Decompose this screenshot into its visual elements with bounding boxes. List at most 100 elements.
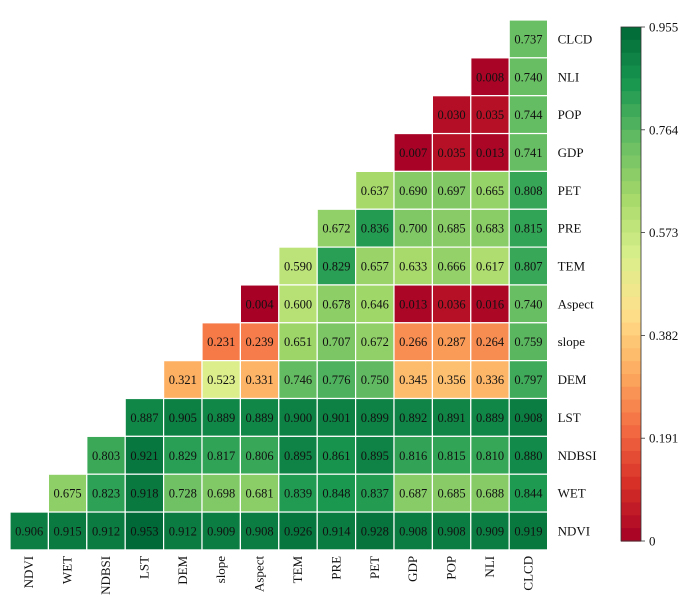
cell-value-label: 0.740 xyxy=(514,297,542,311)
heatmap-cell xyxy=(124,473,165,513)
cell-value-label: 0.266 xyxy=(399,335,427,349)
cell-value-label: 0.657 xyxy=(361,260,389,274)
cell-value-label: 0.231 xyxy=(207,335,235,349)
colorbar-segment xyxy=(621,245,641,259)
cell-value-label: 0.905 xyxy=(169,411,197,425)
cell-value-label: 0.239 xyxy=(246,335,274,349)
colorbar-segment xyxy=(621,335,641,349)
cell-value-label: 0.906 xyxy=(15,524,43,538)
cell-value-label: 0.908 xyxy=(438,524,466,538)
heatmap-cell xyxy=(470,511,510,551)
heatmap-cell xyxy=(508,473,549,513)
heatmap-cell xyxy=(508,208,549,248)
cell-value-label: 0.839 xyxy=(284,487,312,501)
cell-value-label: 0.675 xyxy=(54,487,82,501)
cell-value-label: 0.600 xyxy=(284,297,312,311)
heatmap-cell xyxy=(470,208,510,248)
colorbar-segment xyxy=(621,309,641,324)
heatmap-cell xyxy=(163,511,203,551)
colorbar-segment xyxy=(621,91,641,105)
column-label: CLCD xyxy=(520,556,535,591)
row-label: DEM xyxy=(558,372,587,387)
cell-value-label: 0.803 xyxy=(92,449,120,463)
cell-value-label: 0.887 xyxy=(130,411,158,425)
cell-value-label: 0.035 xyxy=(476,108,504,122)
heatmap-cell xyxy=(355,435,395,475)
colorbar-segment xyxy=(621,489,641,504)
cell-value-label: 0.666 xyxy=(438,260,466,274)
heatmap-cell xyxy=(508,19,549,59)
cell-value-label: 0.651 xyxy=(284,335,312,349)
column-label: NDBSI xyxy=(98,556,113,595)
cell-value-label: 0.746 xyxy=(284,373,312,387)
heatmap-cell xyxy=(47,473,88,513)
heatmap-cell xyxy=(508,435,549,475)
cell-value-label: 0.914 xyxy=(322,524,351,538)
colorbar-frame xyxy=(620,26,642,542)
heatmap-cell xyxy=(124,511,165,551)
colorbar-tick-label: 0.382 xyxy=(649,328,678,343)
heatmap-cell xyxy=(201,360,242,400)
column-label: PET xyxy=(367,556,382,579)
heatmap-cell xyxy=(86,435,126,475)
cell-value-label: 0.264 xyxy=(476,335,505,349)
heatmap-cell xyxy=(278,511,318,551)
colorbar-segment xyxy=(621,528,641,542)
column-label: LST xyxy=(136,556,151,579)
heatmap-cell xyxy=(470,360,510,400)
cell-value-label: 0.901 xyxy=(322,411,350,425)
cell-value-label: 0.741 xyxy=(514,146,542,160)
cell-value-label: 0.707 xyxy=(322,335,350,349)
row-label: GDP xyxy=(558,145,584,160)
cell-value-label: 0.672 xyxy=(361,335,389,349)
cell-value-label: 0.908 xyxy=(246,524,274,538)
cell-value-label: 0.908 xyxy=(399,524,427,538)
heatmap-cell xyxy=(278,360,318,400)
row-label: PRE xyxy=(558,221,582,236)
cell-value-label: 0.918 xyxy=(130,487,158,501)
cell-value-label: 0.007 xyxy=(399,146,427,160)
cell-value-label: 0.776 xyxy=(322,373,350,387)
row-label: WET xyxy=(558,486,586,501)
heatmap-cell xyxy=(431,208,472,248)
colorbar-segment xyxy=(621,373,641,388)
heatmap-cell xyxy=(163,473,203,513)
colorbar-segment xyxy=(621,27,641,41)
colorbar-segment xyxy=(621,65,641,79)
heatmap-cell xyxy=(316,397,357,437)
colorbar-segment xyxy=(621,412,641,426)
heatmap-cell xyxy=(393,473,434,513)
cell-value-label: 0.646 xyxy=(361,297,389,311)
heatmap-cell xyxy=(431,132,472,173)
cell-value-label: 0.823 xyxy=(92,487,120,501)
heatmap-cell xyxy=(316,435,357,475)
cell-value-label: 0.737 xyxy=(514,32,542,46)
cell-value-label: 0.617 xyxy=(476,260,504,274)
cell-value-label: 0.759 xyxy=(514,335,542,349)
column-label: PRE xyxy=(328,556,343,580)
heatmap-cell xyxy=(201,511,242,551)
cell-value-label: 0.808 xyxy=(514,184,542,198)
cell-value-label: 0.892 xyxy=(399,411,427,425)
colorbar: 0 0.191 0.382 0.573 0.764 0.955 xyxy=(620,20,679,549)
heatmap-cell xyxy=(355,208,395,248)
cell-value-label: 0.683 xyxy=(476,222,504,236)
heatmap-cell xyxy=(316,360,357,400)
heatmap-cell xyxy=(470,246,510,286)
cell-value-label: 0.816 xyxy=(399,449,427,463)
row-label: TEM xyxy=(558,259,586,274)
cell-value-label: 0.336 xyxy=(476,373,504,387)
row-labels: CLCD NLI POP GDP PET PRE TEM Aspect slope DEM LST N… xyxy=(558,31,597,538)
cell-value-label: 0.815 xyxy=(514,222,542,236)
heatmap-cell xyxy=(239,511,280,551)
cell-value-label: 0.908 xyxy=(514,411,542,425)
cell-value-label: 0.837 xyxy=(361,487,389,501)
cell-value-label: 0.356 xyxy=(438,373,466,387)
heatmap-cell xyxy=(9,511,50,551)
cell-value-label: 0.287 xyxy=(438,335,466,349)
colorbar-segment xyxy=(621,78,641,92)
cell-value-label: 0.880 xyxy=(514,449,542,463)
cell-value-label: 0.926 xyxy=(284,524,312,538)
heatmap-cell xyxy=(278,246,318,286)
heatmap-cell xyxy=(431,360,472,400)
